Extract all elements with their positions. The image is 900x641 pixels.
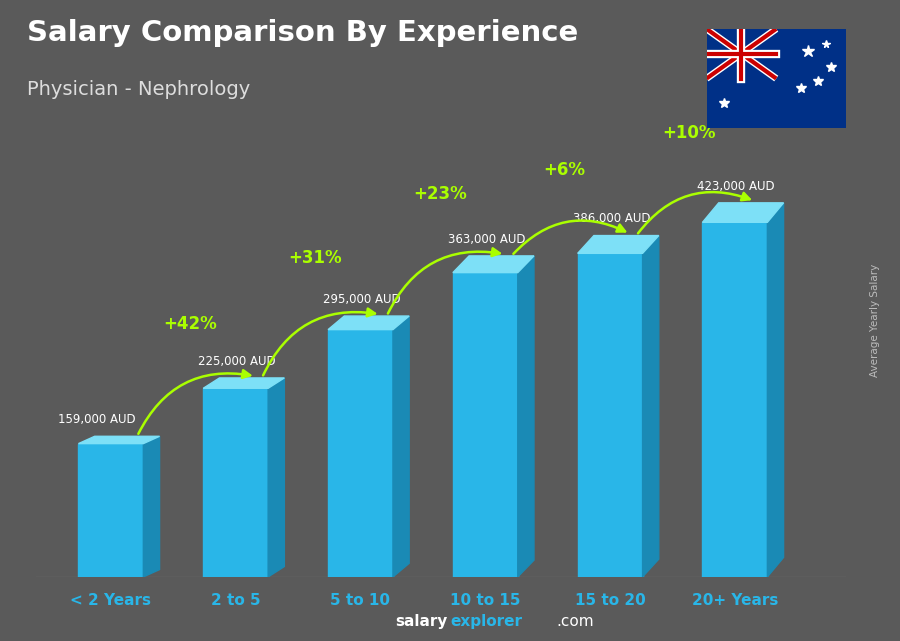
Text: +23%: +23% [413,185,466,203]
Text: Physician - Nephrology: Physician - Nephrology [27,80,250,99]
Polygon shape [203,378,284,388]
Text: +31%: +31% [288,249,342,267]
Text: +10%: +10% [662,124,716,142]
Polygon shape [453,256,534,272]
Polygon shape [768,203,784,577]
Polygon shape [78,437,159,444]
Polygon shape [328,316,410,329]
Text: +42%: +42% [163,315,217,333]
Polygon shape [578,235,659,253]
Polygon shape [703,222,768,577]
Polygon shape [518,256,534,577]
Text: 295,000 AUD: 295,000 AUD [323,293,400,306]
Polygon shape [703,203,784,222]
Text: Salary Comparison By Experience: Salary Comparison By Experience [27,19,578,47]
Polygon shape [78,444,143,577]
Polygon shape [143,437,159,577]
Text: +6%: +6% [544,160,586,179]
Text: salary: salary [395,615,447,629]
Polygon shape [643,235,659,577]
Polygon shape [203,388,268,577]
Text: .com: .com [556,615,594,629]
Text: 386,000 AUD: 386,000 AUD [572,212,650,226]
Text: Average Yearly Salary: Average Yearly Salary [869,264,880,377]
Text: 423,000 AUD: 423,000 AUD [698,179,775,193]
Polygon shape [578,253,643,577]
Polygon shape [453,272,518,577]
Text: 225,000 AUD: 225,000 AUD [198,355,276,368]
Text: 159,000 AUD: 159,000 AUD [58,413,136,426]
Polygon shape [393,316,410,577]
Polygon shape [328,329,393,577]
Polygon shape [268,378,284,577]
Text: 363,000 AUD: 363,000 AUD [448,233,526,246]
Polygon shape [706,29,846,128]
Text: explorer: explorer [450,615,522,629]
